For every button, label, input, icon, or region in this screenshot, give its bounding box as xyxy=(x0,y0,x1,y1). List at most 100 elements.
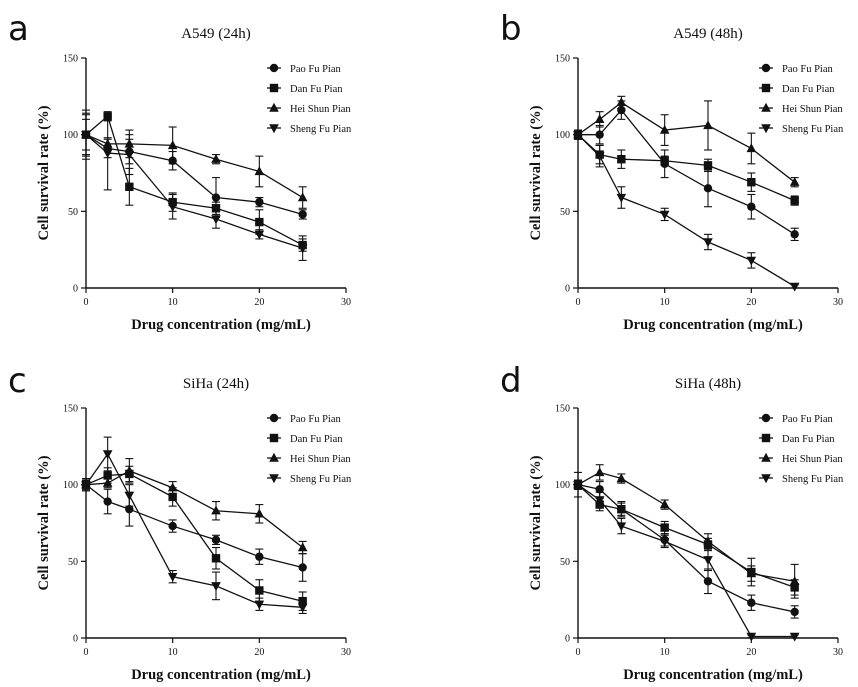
data-point xyxy=(790,196,799,205)
series-line xyxy=(577,134,795,202)
y-axis-label: Cell survival rate (%) xyxy=(528,455,544,590)
data-point xyxy=(790,607,799,617)
legend-label: Pao Fu Pian xyxy=(290,414,342,425)
data-point xyxy=(102,450,113,460)
legend-label: Pao Fu Pian xyxy=(782,64,834,75)
legend-label: Hei Shun Pian xyxy=(782,454,843,465)
legend-entry: Dan Fu Pian xyxy=(759,83,835,95)
data-point xyxy=(254,230,265,240)
data-point xyxy=(211,193,221,202)
data-point xyxy=(617,105,626,115)
legend-entry: Dan Fu Pian xyxy=(759,433,835,445)
data-point xyxy=(125,505,134,514)
data-point xyxy=(789,282,800,292)
y-tick-label: 150 xyxy=(63,54,78,65)
data-point xyxy=(168,521,177,531)
data-point xyxy=(659,210,670,220)
series-line xyxy=(577,484,795,613)
data-point xyxy=(297,542,308,552)
data-point xyxy=(573,480,583,490)
panel-letter: c xyxy=(8,361,27,401)
legend-label: Sheng Fu Pian xyxy=(782,474,844,485)
y-axis-label: Cell survival rate (%) xyxy=(36,455,52,590)
x-axis-label: Drug concentration (mg/mL) xyxy=(131,317,311,333)
data-point xyxy=(297,192,308,202)
data-point xyxy=(573,130,583,140)
legend-marker xyxy=(269,452,279,462)
legend-label: Sheng Fu Pian xyxy=(290,124,352,135)
y-tick-label: 0 xyxy=(565,284,570,295)
y-tick-label: 150 xyxy=(555,54,570,65)
data-point xyxy=(211,582,221,592)
legend-entry: Sheng Fu Pian xyxy=(267,124,352,135)
series-line xyxy=(578,109,796,235)
series-dan-fu-pian xyxy=(81,465,307,611)
series-line xyxy=(85,134,303,216)
data-point xyxy=(167,482,178,492)
series-dan-fu-pian xyxy=(573,130,799,206)
data-point xyxy=(255,217,264,227)
data-point xyxy=(254,166,265,176)
data-point xyxy=(124,150,135,160)
legend-label: Sheng Fu Pian xyxy=(782,124,844,135)
data-point xyxy=(298,563,307,572)
y-tick-label: 50 xyxy=(68,557,78,568)
x-axis-label: Drug concentration (mg/mL) xyxy=(131,667,311,683)
data-point xyxy=(254,600,265,610)
data-point xyxy=(167,572,178,582)
y-axis-label: Cell survival rate (%) xyxy=(528,105,544,240)
series-dan-fu-pian xyxy=(81,111,307,252)
legend-marker xyxy=(269,433,279,443)
data-point xyxy=(746,632,757,642)
data-point xyxy=(211,154,221,163)
panel-letter: b xyxy=(500,9,522,49)
chart-panel-d: d SiHa (48h) 0 50 100 150 0 10 20 30 Drug concentr… xyxy=(500,361,844,683)
x-tick-label: 0 xyxy=(576,297,581,308)
data-point xyxy=(746,256,757,266)
data-point xyxy=(617,505,626,514)
data-point xyxy=(746,568,757,578)
legend-marker xyxy=(269,124,279,134)
series-sheng-fu-pian xyxy=(573,471,800,642)
x-tick-label: 0 xyxy=(84,297,89,308)
chart-title: SiHa (24h) xyxy=(183,376,249,392)
legend-marker xyxy=(761,452,771,462)
legend-entry: Hei Shun Pian xyxy=(267,452,351,465)
legend-marker xyxy=(269,474,279,484)
data-point xyxy=(594,496,605,506)
data-point xyxy=(298,210,307,219)
series-line xyxy=(85,115,303,246)
y-tick-label: 50 xyxy=(560,207,570,218)
legend-marker xyxy=(761,433,771,443)
chart-panel-b: b A549 (48h) 0 50 100 150 0 10 20 30 Drug concentr… xyxy=(500,9,844,333)
data-point xyxy=(255,197,264,207)
data-point xyxy=(789,177,800,186)
legend-marker xyxy=(761,124,771,134)
x-tick-label: 0 xyxy=(576,647,581,658)
data-point xyxy=(211,215,221,225)
legend-marker xyxy=(761,102,771,112)
x-axis-label: Drug concentration (mg/mL) xyxy=(623,317,803,333)
data-point xyxy=(703,184,713,193)
x-tick-label: 10 xyxy=(168,297,178,308)
legend-entry: Dan Fu Pian xyxy=(267,433,343,445)
y-tick-label: 100 xyxy=(63,130,78,141)
data-point xyxy=(747,178,756,187)
series-pao-fu-pian xyxy=(81,118,307,220)
data-point xyxy=(594,467,605,477)
legend-marker xyxy=(269,63,279,73)
series-hei-shun-pian xyxy=(81,458,308,555)
chart-panel-c: c SiHa (24h) 0 50 100 150 0 10 20 30 Drug concentr… xyxy=(8,361,352,683)
series-line xyxy=(577,471,795,582)
data-point xyxy=(255,586,264,595)
legend-label: Pao Fu Pian xyxy=(290,64,342,75)
x-axis-label: Drug concentration (mg/mL) xyxy=(623,667,803,683)
legend-entry: Sheng Fu Pian xyxy=(267,474,352,485)
data-point xyxy=(703,556,713,565)
legend-marker xyxy=(761,83,771,93)
data-point xyxy=(789,576,800,585)
data-point xyxy=(703,120,713,130)
legend-label: Sheng Fu Pian xyxy=(290,474,352,485)
data-point xyxy=(125,182,134,191)
legend-marker xyxy=(761,63,771,73)
